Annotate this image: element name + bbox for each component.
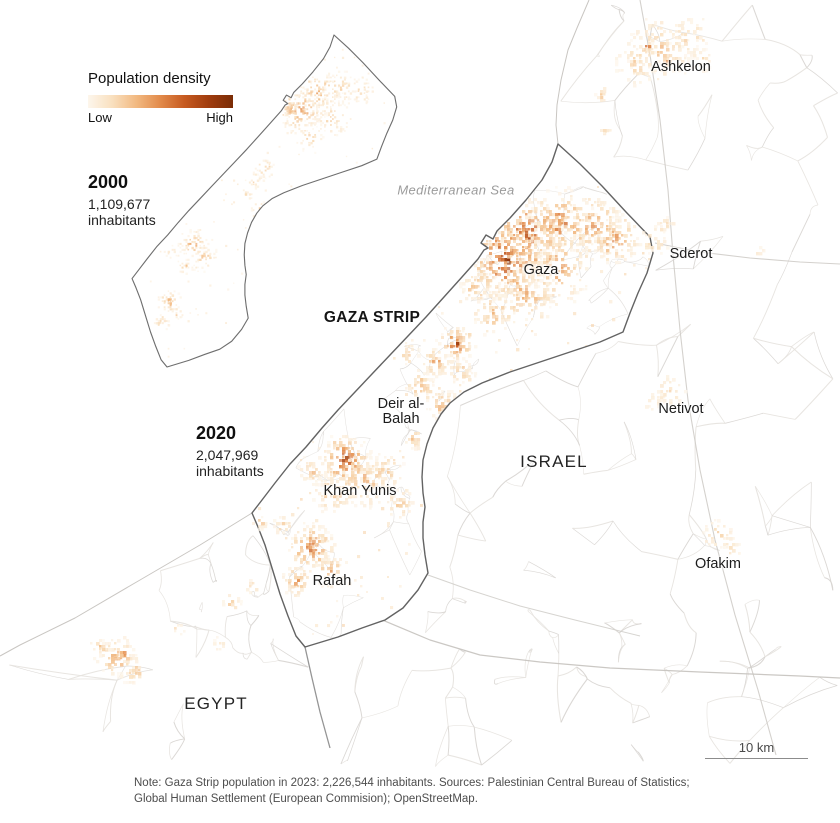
stat-2000-population: 1,109,677 (88, 196, 151, 212)
stat-2020-population: 2,047,969 (196, 447, 259, 463)
label-israel: ISRAEL (520, 452, 588, 471)
scale-bar-line (705, 758, 808, 759)
source-note: Note: Gaza Strip population in 2023: 2,2… (134, 777, 690, 805)
label-city-rafah: Rafah (312, 573, 352, 589)
label-gaza-strip: GAZA STRIP (323, 309, 421, 326)
label-city-ashkelon: Ashkelon (651, 59, 711, 75)
legend-title: Population density (88, 70, 211, 87)
density-legend: Population density Low High (88, 70, 233, 125)
label-city-sderot: Sderot (669, 246, 713, 262)
stat-2000-unit: inhabitants (88, 212, 156, 229)
label-city-ofakim: Ofakim (695, 556, 741, 572)
legend-high-label: High (206, 110, 233, 125)
legend-gradient-bar (88, 95, 233, 108)
scale-bar-label: 10 km (738, 740, 775, 755)
stat-2000-year: 2000 (88, 172, 129, 192)
label-city-gaza: Gaza (523, 262, 559, 278)
label-city-deir-al-balah: Deir al-Balah (377, 395, 425, 427)
stat-2020: 2020 2,047,969 inhabitants (196, 423, 264, 479)
scale-bar: 10 km (705, 740, 808, 759)
stat-2020-unit: inhabitants (196, 463, 264, 480)
stat-2000: 2000 1,109,677 inhabitants (88, 172, 156, 228)
label-egypt: EGYPT (184, 694, 248, 713)
label-city-netivot: Netivot (658, 401, 704, 417)
label-mediterranean-sea: Mediterranean Sea (397, 182, 515, 198)
label-city-khan-yunis: Khan Yunis (323, 483, 397, 499)
legend-low-label: Low (88, 110, 112, 125)
stat-2020-year: 2020 (196, 423, 237, 443)
